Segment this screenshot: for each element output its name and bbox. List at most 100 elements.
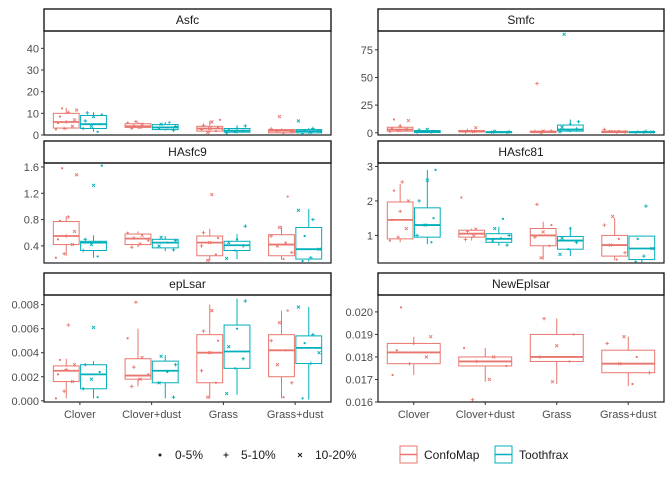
data-point — [550, 129, 553, 132]
box-confomap-clover — [52, 323, 80, 400]
y-tick-label: 2 — [367, 196, 373, 208]
data-point — [415, 130, 419, 134]
data-point — [301, 259, 304, 263]
data-point — [157, 244, 161, 248]
data-point — [301, 132, 304, 135]
icon-stroke — [297, 452, 303, 458]
data-point — [406, 118, 411, 123]
y-tick-label: 3 — [367, 161, 373, 173]
box-confomap-grass-dust — [601, 214, 629, 261]
data-point — [277, 225, 282, 230]
data-point — [301, 397, 304, 400]
data-point — [492, 129, 497, 134]
box-confomap-grass-dust — [268, 309, 295, 399]
y-tick-label: 10 — [27, 108, 39, 120]
box-iqr — [80, 364, 107, 390]
data-point — [473, 125, 478, 130]
point-stroke — [275, 362, 280, 367]
y-tick-label: 1 — [367, 230, 373, 242]
y-tick-label: 0.4 — [24, 241, 39, 253]
point-stroke — [157, 244, 161, 248]
data-point — [491, 355, 496, 359]
data-point — [395, 349, 398, 352]
point-stroke — [207, 350, 212, 355]
point-stroke — [296, 208, 301, 213]
data-point — [535, 81, 539, 86]
box-confomap-grass-dust — [601, 127, 629, 134]
box-confomap-grass — [196, 192, 224, 263]
box-toothfrax-clover-dust — [151, 354, 179, 399]
point-stroke — [91, 114, 96, 119]
box-iqr — [268, 334, 295, 378]
data-point — [311, 217, 315, 222]
point-stroke — [224, 391, 229, 396]
data-point — [226, 127, 231, 132]
data-point — [463, 237, 468, 242]
data-point — [207, 126, 212, 131]
point-stroke — [317, 247, 321, 252]
data-point — [56, 121, 60, 125]
data-point — [72, 362, 77, 367]
point-stroke — [423, 223, 428, 227]
data-point — [132, 236, 136, 240]
data-point — [286, 309, 289, 312]
data-point — [235, 327, 239, 330]
y-tick-label: 0.020 — [345, 307, 373, 319]
data-point — [554, 343, 559, 348]
data-point — [56, 238, 60, 241]
y-tick-label: 30 — [27, 65, 39, 77]
point-stroke — [296, 305, 301, 309]
box-iqr — [295, 226, 323, 260]
data-point — [562, 32, 566, 37]
data-point — [538, 355, 542, 359]
data-point — [282, 257, 285, 261]
legend-key-confomap — [399, 445, 418, 464]
data-point — [62, 126, 66, 131]
point-stroke — [487, 377, 492, 382]
panel-border — [43, 162, 332, 264]
data-point — [58, 115, 62, 118]
data-point — [205, 130, 210, 135]
data-point — [642, 254, 646, 258]
point-stroke — [70, 124, 75, 129]
data-point — [576, 119, 581, 124]
data-point — [296, 119, 301, 123]
point-stroke — [224, 256, 229, 261]
data-point — [290, 380, 294, 385]
data-point — [214, 381, 218, 384]
data-point — [224, 131, 229, 136]
data-point — [423, 223, 428, 227]
data-point — [568, 360, 571, 363]
data-point — [460, 196, 463, 199]
data-point — [269, 338, 273, 343]
data-point — [140, 355, 144, 360]
data-point — [140, 233, 144, 238]
box-toothfrax-grass — [223, 124, 251, 136]
data-point — [241, 356, 246, 361]
box-iqr — [124, 358, 152, 380]
data-point — [83, 237, 88, 242]
data-point — [636, 237, 639, 240]
data-point — [132, 123, 136, 128]
box-iqr — [223, 324, 251, 369]
data-point — [226, 344, 231, 349]
data-point — [277, 320, 282, 325]
data-point — [548, 130, 551, 134]
data-point — [91, 114, 96, 119]
box-iqr — [151, 360, 179, 384]
point-stroke — [277, 320, 282, 325]
point-stroke — [89, 377, 94, 381]
data-point — [650, 130, 654, 134]
data-point — [126, 121, 129, 124]
box-toothfrax-clover — [80, 164, 107, 258]
box-toothfrax-clover-dust — [485, 217, 513, 247]
data-point — [91, 325, 96, 330]
legend-key-toothfrax — [494, 445, 513, 464]
y-tick-label: 0.019 — [345, 329, 373, 341]
data-point — [64, 234, 69, 238]
data-point — [70, 379, 75, 384]
x-tick-label: Clover — [64, 409, 96, 421]
point-stroke — [70, 242, 75, 247]
data-point — [390, 218, 394, 221]
